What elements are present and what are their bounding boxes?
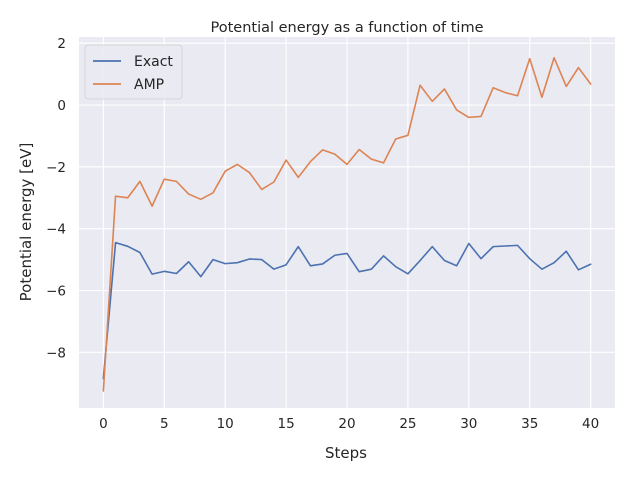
legend-label-exact: Exact (134, 54, 173, 70)
x-tick-label: 5 (160, 416, 169, 432)
x-tick-label: 40 (582, 416, 599, 432)
chart-title: Potential energy as a function of time (211, 20, 484, 36)
series-line-amp (102, 56, 592, 392)
x-tick-label: 30 (460, 416, 477, 432)
y-tick-label: 2 (57, 36, 66, 52)
x-tick-labels: 0 5 10 15 20 25 30 35 40 (99, 416, 599, 432)
y-tick-labels: 2 0 −2 −4 −6 −8 (46, 36, 66, 361)
grid (79, 37, 615, 408)
x-tick-label: 20 (338, 416, 355, 432)
y-axis-label: Potential energy [eV] (17, 143, 35, 302)
x-tick-label: 15 (277, 416, 294, 432)
x-tick-label: 0 (99, 416, 108, 432)
x-axis-label: Steps (325, 444, 367, 462)
series-layer (102, 56, 592, 392)
series-line-exact (102, 241, 592, 380)
y-tick-label: −6 (46, 284, 66, 300)
x-tick-label: 10 (217, 416, 234, 432)
x-tick-label: 25 (399, 416, 416, 432)
y-tick-label: −8 (46, 345, 66, 361)
legend-label-amp: AMP (134, 77, 164, 93)
x-tick-label: 35 (521, 416, 538, 432)
legend: Exact AMP (84, 44, 183, 100)
y-tick-label: −2 (46, 160, 66, 176)
legend-box (84, 44, 183, 100)
y-tick-label: −4 (46, 222, 66, 238)
y-tick-label: 0 (57, 98, 66, 114)
